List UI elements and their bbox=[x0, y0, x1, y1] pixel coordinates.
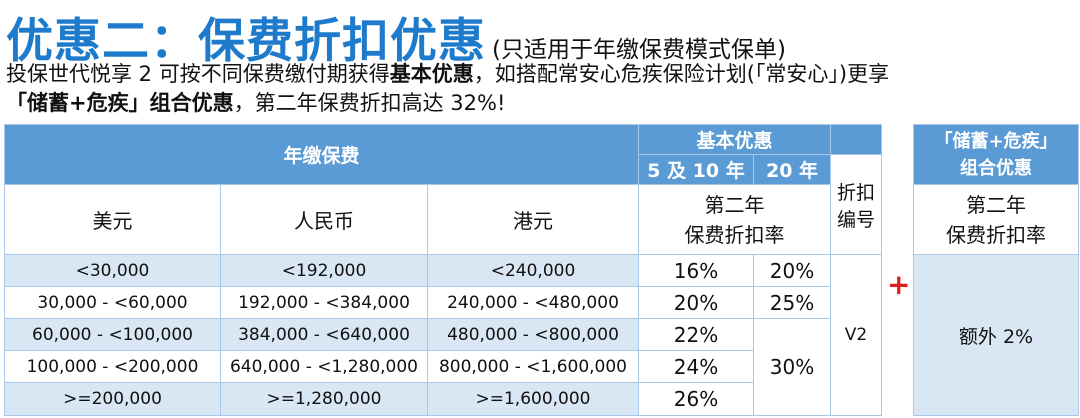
currency-hkd-header: 港元 bbox=[427, 184, 639, 255]
rmb-cell: 640,000 - <1,280,000 bbox=[220, 350, 428, 383]
table-row: 100,000 - <200,000 640,000 - <1,280,000 … bbox=[4, 350, 882, 383]
intro-text: 投保世代悦享 2 可按不同保费缴付期获得基本优惠，如搭配常安心危疾保险计划(「常… bbox=[6, 60, 889, 118]
term-20-header: 20 年 bbox=[752, 154, 832, 185]
combo-extra-value: 额外 2% bbox=[913, 254, 1079, 416]
rmb-cell: 384,000 - <640,000 bbox=[220, 318, 428, 351]
rate-5-10-cell: 20% bbox=[638, 286, 754, 319]
header-blank bbox=[830, 124, 883, 155]
currency-usd-header: 美元 bbox=[4, 184, 221, 255]
usd-cell: >=200,000 bbox=[4, 382, 221, 416]
discount-code-cell: V2 bbox=[830, 254, 883, 416]
discount-code-header: 折扣 编号 bbox=[830, 154, 883, 255]
rate-5-10-cell: 16% bbox=[638, 254, 754, 287]
hkd-cell: >=1,600,000 bbox=[427, 382, 639, 416]
usd-cell: <30,000 bbox=[4, 254, 221, 287]
term-5-10-header: 5 及 10 年 bbox=[638, 154, 754, 185]
usd-cell: 30,000 - <60,000 bbox=[4, 286, 221, 319]
rmb-cell: 192,000 - <384,000 bbox=[220, 286, 428, 319]
rate-20-cell: 25% bbox=[752, 286, 832, 319]
intro-line1-bold: 基本优惠 bbox=[389, 62, 474, 86]
table-row: >=200,000 >=1,280,000 >=1,600,000 26% bbox=[4, 382, 882, 416]
combo-offer-table: 「储蓄+危疾」 组合优惠 第二年 保费折扣率 额外 2% bbox=[913, 124, 1079, 416]
intro-line2-bold: 「储蓄+危疾」组合优惠 bbox=[6, 91, 234, 115]
intro-line-2: 「储蓄+危疾」组合优惠，第二年保费折扣高达 32%! bbox=[6, 89, 889, 118]
hkd-cell: 240,000 - <480,000 bbox=[427, 286, 639, 319]
hkd-cell: <240,000 bbox=[427, 254, 639, 287]
page-subtitle: (只适用于年缴保费模式保单) bbox=[492, 37, 786, 63]
plus-icon: + bbox=[887, 268, 911, 301]
table-row: <30,000 <192,000 <240,000 16% 20% V2 bbox=[4, 254, 883, 416]
rate-20-cell: 30% bbox=[752, 318, 832, 416]
rate-5-10-cell: 24% bbox=[638, 350, 754, 383]
intro-line2-b: ，第二年保费折扣高达 32%! bbox=[233, 91, 506, 115]
page-title: 优惠二：保费折扣优惠 bbox=[6, 14, 486, 69]
title-row: 优惠二：保费折扣优惠 (只适用于年缴保费模式保单) bbox=[6, 2, 786, 71]
rate-20-cell: 20% bbox=[752, 254, 832, 287]
intro-line1-b: ，如搭配常安心危疾保险计划(「常安心」)更享 bbox=[473, 62, 890, 86]
combo-rate-header: 第二年 保费折扣率 bbox=[913, 184, 1079, 255]
table-row: 60,000 - <100,000 384,000 - <640,000 480… bbox=[4, 318, 882, 416]
intro-line-1: 投保世代悦享 2 可按不同保费缴付期获得基本优惠，如搭配常安心危疾保险计划(「常… bbox=[6, 60, 889, 89]
rate-5-10-cell: 22% bbox=[638, 318, 754, 351]
combo-offer-header: 「储蓄+危疾」 组合优惠 bbox=[913, 124, 1079, 185]
currency-rmb-header: 人民币 bbox=[220, 184, 428, 255]
hkd-cell: 480,000 - <800,000 bbox=[427, 318, 639, 351]
second-year-rate-header: 第二年 保费折扣率 bbox=[637, 184, 832, 255]
usd-cell: 100,000 - <200,000 bbox=[4, 350, 221, 383]
intro-line1-a: 投保世代悦享 2 可按不同保费缴付期获得 bbox=[6, 62, 390, 86]
hkd-cell: 800,000 - <1,600,000 bbox=[427, 350, 639, 383]
rmb-cell: >=1,280,000 bbox=[220, 382, 428, 416]
rate-5-10-cell: 26% bbox=[638, 382, 754, 416]
table-row: 30,000 - <60,000 192,000 - <384,000 240,… bbox=[4, 286, 882, 319]
usd-cell: 60,000 - <100,000 bbox=[4, 318, 221, 351]
annual-premium-header: 年缴保费 bbox=[4, 124, 639, 185]
rmb-cell: <192,000 bbox=[220, 254, 428, 287]
discount-table: 年缴保费 基本优惠 5 及 10 年 20 年 折扣 编号 美元 人民币 港元 … bbox=[4, 124, 883, 416]
basic-offer-header: 基本优惠 bbox=[637, 124, 832, 155]
